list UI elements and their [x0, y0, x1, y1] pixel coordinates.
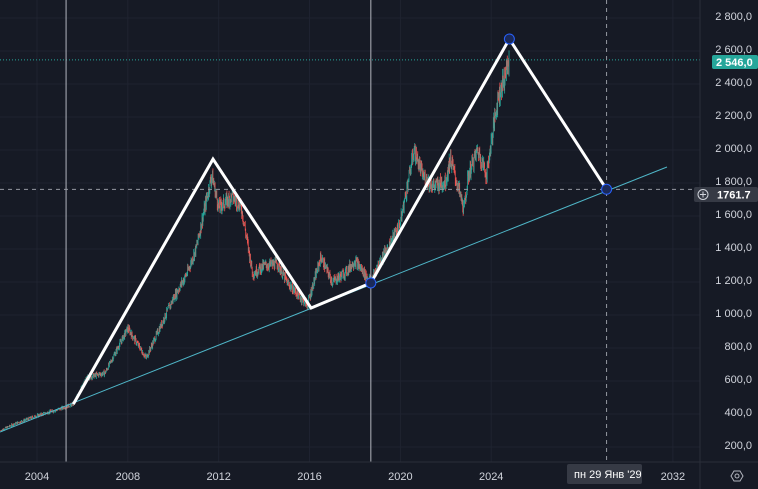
- crosshair-price-label: 1761.7: [694, 187, 758, 202]
- y-tick-label: 2 200,0: [715, 110, 752, 122]
- x-tick-label: 2024: [479, 471, 503, 483]
- drawings[interactable]: [0, 0, 700, 462]
- y-tick-label: 800,0: [724, 341, 752, 353]
- y-tick-label: 2 000,0: [715, 143, 752, 155]
- x-tick-label: 2004: [25, 471, 49, 483]
- x-tick-label: 2032: [661, 471, 685, 483]
- price-axis[interactable]: 200,0 400,0 600,0 800,0 1 000,0 1 200,0 1 400,…: [715, 11, 752, 452]
- y-tick-label: 1 400,0: [715, 242, 752, 254]
- anchor-point[interactable]: [365, 277, 377, 289]
- svg-text:пн 29 Янв '29: пн 29 Янв '29: [574, 469, 642, 481]
- y-tick-label: 1 600,0: [715, 209, 752, 221]
- y-tick-label: 2 800,0: [715, 11, 752, 23]
- svg-text:2 546,0: 2 546,0: [716, 57, 753, 69]
- settings-gear-icon[interactable]: [730, 470, 744, 482]
- time-axis[interactable]: 2004 2008 2012 2016 2020 2024 2032: [25, 471, 685, 483]
- y-tick-label: 2 400,0: [715, 77, 752, 89]
- last-price-label: 2 546,0: [712, 55, 758, 69]
- y-tick-label: 400,0: [724, 407, 752, 419]
- y-tick-label: 200,0: [724, 440, 752, 452]
- anchor-point[interactable]: [601, 183, 613, 195]
- x-tick-label: 2012: [206, 471, 230, 483]
- add-plus-icon[interactable]: [697, 189, 709, 200]
- y-tick-label: 1 800,0: [715, 176, 752, 188]
- y-tick-label: 1 200,0: [715, 275, 752, 287]
- anchor-point[interactable]: [503, 33, 515, 45]
- crosshair-date-label: пн 29 Янв '29: [567, 464, 642, 484]
- svg-text:1761.7: 1761.7: [717, 190, 751, 202]
- x-tick-label: 2020: [388, 471, 412, 483]
- y-tick-label: 1 000,0: [715, 308, 752, 320]
- zigzag-line[interactable]: [72, 36, 608, 405]
- x-tick-label: 2008: [116, 471, 140, 483]
- y-tick-label: 2 600,0: [715, 44, 752, 56]
- candles: [0, 50, 510, 432]
- y-tick-label: 600,0: [724, 374, 752, 386]
- grid: [0, 0, 700, 462]
- x-tick-label: 2016: [297, 471, 321, 483]
